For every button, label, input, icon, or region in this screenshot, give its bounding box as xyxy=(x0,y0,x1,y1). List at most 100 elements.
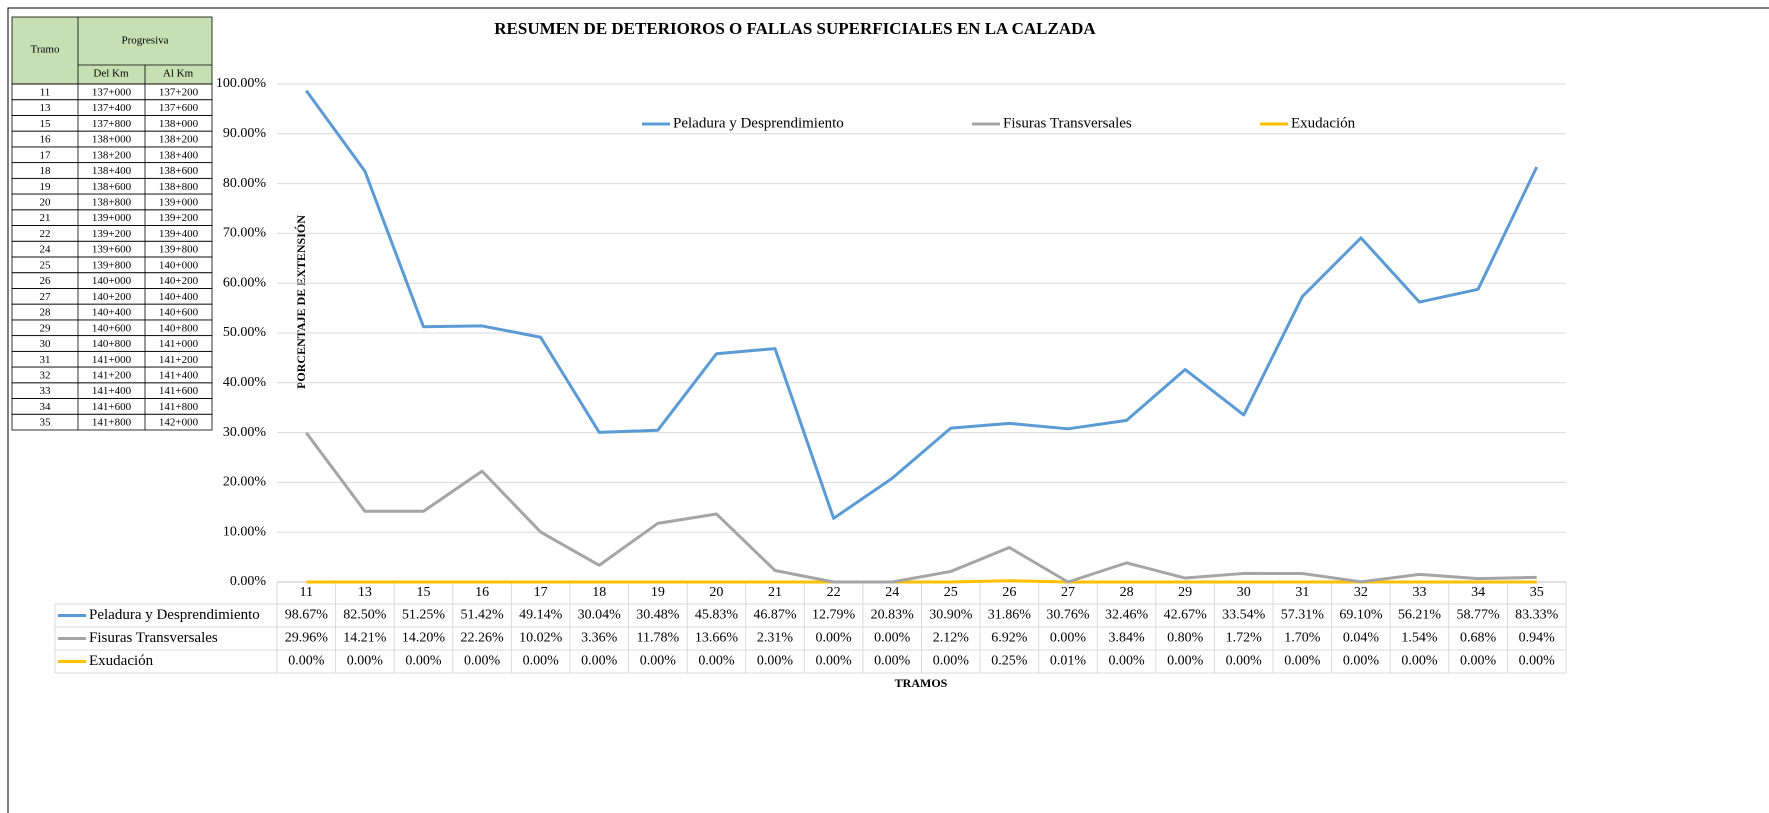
data-label: 0.00% xyxy=(1401,654,1438,669)
table-cell: 141+000 xyxy=(92,354,132,366)
x-tick-label: 24 xyxy=(885,585,899,600)
legend-label: Fisuras Transversales xyxy=(1003,115,1132,131)
y-tick-label: 50.00% xyxy=(223,325,267,340)
table-cell: 140+800 xyxy=(159,322,199,334)
y-tick-label: 0.00% xyxy=(230,574,267,589)
table-row xyxy=(11,413,213,431)
x-tick-label: 25 xyxy=(944,585,958,600)
data-label: 30.04% xyxy=(578,608,622,623)
table-cell: 34 xyxy=(40,401,52,413)
table-cell: 139+400 xyxy=(159,228,199,240)
y-axis-label: PORCENTAJE DE EXTENSIÓN xyxy=(294,215,308,389)
y-tick-label: 90.00% xyxy=(223,126,267,141)
y-tick-label: 10.00% xyxy=(223,524,267,539)
table-cell: 138+800 xyxy=(92,196,132,208)
data-label: 0.00% xyxy=(1519,654,1556,669)
x-tick-label: 20 xyxy=(709,585,723,600)
y-tick-label: 100.00% xyxy=(216,76,267,91)
data-label: 98.67% xyxy=(285,608,329,623)
table-cell: 139+200 xyxy=(159,212,199,224)
x-axis-label: TRAMOS xyxy=(895,676,948,690)
table-cell: 32 xyxy=(40,369,51,381)
data-label: 0.01% xyxy=(1050,654,1087,669)
table-cell: 17 xyxy=(40,149,52,161)
data-label: 14.20% xyxy=(402,631,446,646)
table-cell: 29 xyxy=(40,322,52,334)
header-text: Progresiva xyxy=(121,35,168,47)
data-label: 0.00% xyxy=(523,654,560,669)
data-label: 0.00% xyxy=(1108,654,1145,669)
table-cell: 140+400 xyxy=(92,307,132,319)
table-series-name: Fisuras Transversales xyxy=(89,630,218,646)
data-label: 83.33% xyxy=(1515,608,1559,623)
x-tick-label: 22 xyxy=(827,585,841,600)
table-cell: 137+800 xyxy=(92,118,132,130)
x-tick-label: 18 xyxy=(592,585,606,600)
data-label: 0.00% xyxy=(640,654,677,669)
data-label: 0.00% xyxy=(1167,654,1204,669)
header-text: Tramo xyxy=(31,44,60,56)
table-cell: 140+000 xyxy=(159,259,199,271)
table-cell: 16 xyxy=(40,134,52,146)
data-label: 0.00% xyxy=(347,654,384,669)
x-tick-label: 31 xyxy=(1295,585,1309,600)
data-label: 30.90% xyxy=(929,608,973,623)
header-cell xyxy=(11,16,213,85)
data-label: 57.31% xyxy=(1281,608,1325,623)
data-label: 42.67% xyxy=(1164,608,1208,623)
data-label: 0.00% xyxy=(405,654,442,669)
x-tick-label: 29 xyxy=(1178,585,1192,600)
table-cell: 138+000 xyxy=(159,118,199,130)
data-label: 1.70% xyxy=(1284,631,1321,646)
x-tick-label: 27 xyxy=(1061,585,1075,600)
x-tick-label: 28 xyxy=(1120,585,1134,600)
data-label: 0.00% xyxy=(581,654,618,669)
table-cell: 140+800 xyxy=(92,338,132,350)
x-tick-label: 17 xyxy=(534,585,548,600)
table-cell: 138+600 xyxy=(92,181,132,193)
series-line xyxy=(305,431,1537,584)
table-cell: 137+600 xyxy=(159,102,199,114)
table-cell: 138+200 xyxy=(92,149,132,161)
data-label: 51.25% xyxy=(402,608,446,623)
series-line xyxy=(305,89,1539,520)
data-label: 0.00% xyxy=(1460,654,1497,669)
table-cell: 139+000 xyxy=(159,196,199,208)
data-label: 0.25% xyxy=(991,654,1028,669)
table-cell: 140+600 xyxy=(159,307,199,319)
data-label: 31.86% xyxy=(988,608,1032,623)
data-label: 46.87% xyxy=(753,608,797,623)
table-cell: 19 xyxy=(40,181,52,193)
table-cell: 138+400 xyxy=(159,149,199,161)
data-label: 29.96% xyxy=(285,631,329,646)
data-label: 14.21% xyxy=(343,631,387,646)
data-label: 2.31% xyxy=(757,631,794,646)
legend-label: Exudación xyxy=(1291,115,1356,131)
table-cell: 137+200 xyxy=(159,86,199,98)
table-cell: 141+200 xyxy=(92,369,132,381)
data-label: 0.94% xyxy=(1519,631,1556,646)
header-text: Al Km xyxy=(163,68,194,80)
x-tick-label: 16 xyxy=(475,585,489,600)
table-cell: 141+000 xyxy=(159,338,199,350)
table-series-name: Exudación xyxy=(89,653,154,669)
data-label: 10.02% xyxy=(519,631,563,646)
table-cell: 140+400 xyxy=(159,291,199,303)
table-cell: 13 xyxy=(40,102,52,114)
table-cell: 141+600 xyxy=(92,401,132,413)
table-cell: 139+800 xyxy=(92,259,132,271)
table-cell: 137+400 xyxy=(92,102,132,114)
x-tick-label: 35 xyxy=(1530,585,1544,600)
data-label: 56.21% xyxy=(1398,608,1442,623)
data-label: 12.79% xyxy=(812,608,856,623)
table-cell: 141+200 xyxy=(159,354,199,366)
table-cell: 140+200 xyxy=(159,275,199,287)
table-cell: 141+400 xyxy=(159,369,199,381)
data-label: 0.04% xyxy=(1343,631,1380,646)
y-tick-label: 70.00% xyxy=(223,226,267,241)
x-tick-label: 13 xyxy=(358,585,372,600)
table-cell: 141+800 xyxy=(159,401,199,413)
table-cell: 22 xyxy=(40,228,51,240)
data-label: 32.46% xyxy=(1105,608,1149,623)
